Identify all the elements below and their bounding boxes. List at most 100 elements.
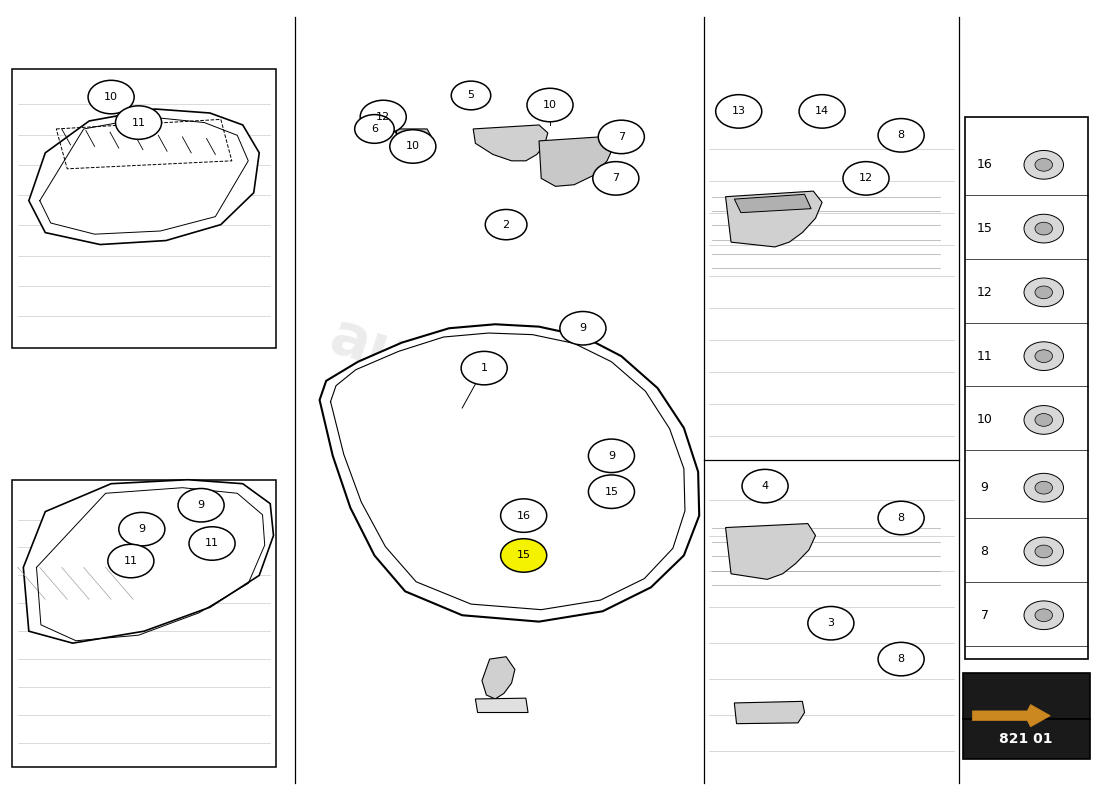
Text: 8: 8 — [898, 654, 904, 664]
Circle shape — [1035, 158, 1053, 171]
Text: 11: 11 — [124, 556, 138, 566]
Circle shape — [178, 489, 224, 522]
Polygon shape — [735, 194, 811, 213]
Circle shape — [108, 544, 154, 578]
Text: 11: 11 — [205, 538, 219, 549]
Text: 7: 7 — [613, 174, 619, 183]
Text: 16: 16 — [517, 510, 530, 521]
Text: 9: 9 — [580, 323, 586, 334]
Circle shape — [807, 606, 854, 640]
Text: 2: 2 — [503, 220, 509, 230]
Text: 13: 13 — [732, 106, 746, 117]
Circle shape — [1035, 414, 1053, 426]
Circle shape — [451, 81, 491, 110]
Text: 5: 5 — [468, 90, 474, 101]
Text: 14: 14 — [815, 106, 829, 117]
Circle shape — [461, 351, 507, 385]
Circle shape — [1035, 609, 1053, 622]
Text: 4: 4 — [761, 481, 769, 491]
Text: 11: 11 — [132, 118, 145, 127]
Text: 6: 6 — [371, 124, 378, 134]
Circle shape — [799, 94, 845, 128]
Text: 10: 10 — [977, 414, 992, 426]
Circle shape — [560, 311, 606, 345]
Circle shape — [1035, 350, 1053, 362]
Circle shape — [878, 502, 924, 534]
Circle shape — [360, 100, 406, 134]
Circle shape — [119, 513, 165, 546]
FancyBboxPatch shape — [12, 480, 276, 766]
FancyBboxPatch shape — [965, 117, 1088, 659]
Text: 11: 11 — [977, 350, 992, 362]
Text: 12: 12 — [859, 174, 873, 183]
Text: 12: 12 — [376, 112, 390, 122]
Polygon shape — [482, 657, 515, 699]
Polygon shape — [320, 324, 700, 622]
Text: 3: 3 — [827, 618, 835, 628]
Circle shape — [843, 162, 889, 195]
Polygon shape — [972, 705, 1050, 727]
Circle shape — [1024, 474, 1064, 502]
Circle shape — [500, 538, 547, 572]
Polygon shape — [539, 137, 614, 186]
Circle shape — [500, 499, 547, 532]
Polygon shape — [396, 129, 431, 149]
Text: 7: 7 — [980, 609, 989, 622]
Text: 9: 9 — [608, 451, 615, 461]
Text: 12: 12 — [977, 286, 992, 299]
Text: 1: 1 — [481, 363, 487, 373]
Text: 8: 8 — [980, 545, 989, 558]
Polygon shape — [29, 109, 260, 245]
Text: 8: 8 — [898, 513, 904, 523]
Circle shape — [1035, 482, 1053, 494]
Circle shape — [1024, 537, 1064, 566]
Text: 9: 9 — [980, 481, 989, 494]
Polygon shape — [726, 523, 815, 579]
Polygon shape — [475, 698, 528, 713]
Circle shape — [116, 106, 162, 139]
Circle shape — [598, 120, 645, 154]
Text: 16: 16 — [977, 158, 992, 171]
Circle shape — [1024, 278, 1064, 306]
Text: 15: 15 — [517, 550, 530, 561]
Circle shape — [1024, 342, 1064, 370]
FancyBboxPatch shape — [710, 10, 954, 452]
Circle shape — [593, 162, 639, 195]
Text: 7: 7 — [618, 132, 625, 142]
Text: 9: 9 — [198, 500, 205, 510]
Text: 821 01: 821 01 — [1000, 732, 1053, 746]
Circle shape — [1024, 406, 1064, 434]
Circle shape — [527, 88, 573, 122]
Circle shape — [485, 210, 527, 240]
Text: 10: 10 — [406, 142, 420, 151]
Text: autoparts: autoparts — [322, 307, 646, 461]
Circle shape — [878, 118, 924, 152]
Circle shape — [878, 642, 924, 676]
Circle shape — [1024, 150, 1064, 179]
Polygon shape — [726, 191, 822, 247]
Text: 8: 8 — [898, 130, 904, 140]
Circle shape — [742, 470, 788, 503]
Circle shape — [1035, 286, 1053, 298]
Text: a passion for parts: a passion for parts — [402, 429, 568, 498]
FancyBboxPatch shape — [12, 69, 276, 348]
Circle shape — [189, 526, 235, 560]
Circle shape — [389, 130, 436, 163]
Polygon shape — [473, 125, 548, 161]
Circle shape — [1035, 545, 1053, 558]
Circle shape — [716, 94, 762, 128]
Polygon shape — [23, 480, 274, 643]
Circle shape — [588, 475, 635, 509]
FancyBboxPatch shape — [710, 476, 954, 766]
Circle shape — [588, 439, 635, 473]
FancyBboxPatch shape — [962, 673, 1090, 719]
Text: 10: 10 — [104, 92, 118, 102]
Circle shape — [88, 80, 134, 114]
Text: 10: 10 — [543, 100, 557, 110]
Circle shape — [1035, 222, 1053, 235]
Text: 15: 15 — [604, 486, 618, 497]
Text: 9: 9 — [139, 524, 145, 534]
Circle shape — [1024, 601, 1064, 630]
Circle shape — [354, 114, 394, 143]
Circle shape — [1024, 214, 1064, 243]
